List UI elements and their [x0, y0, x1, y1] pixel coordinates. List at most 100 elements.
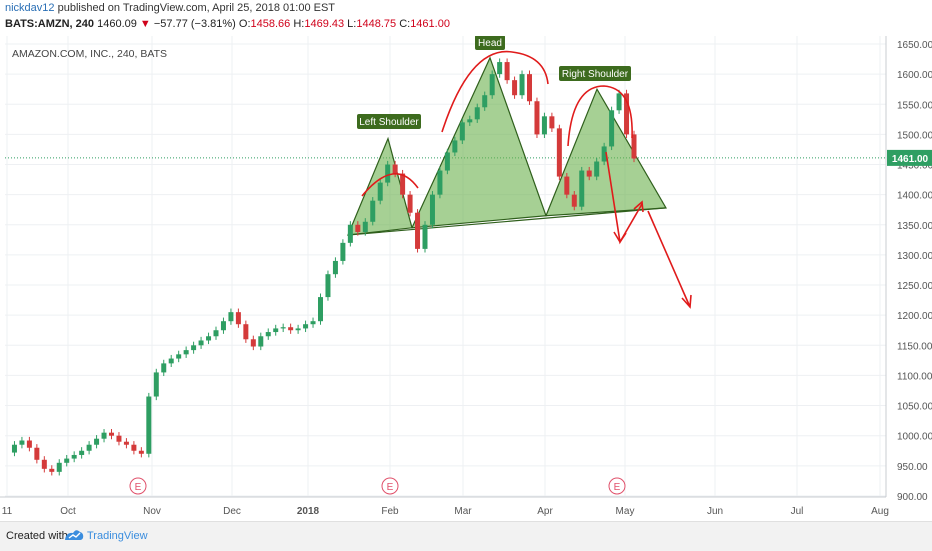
x-tick-label: May [616, 506, 635, 517]
candle [415, 212, 421, 249]
candle [400, 173, 406, 195]
candle [571, 194, 577, 207]
candle [220, 321, 226, 331]
candle [243, 324, 249, 340]
y-tick-label: 900.00 [897, 492, 928, 503]
x-tick-label: Mar [454, 506, 472, 517]
x-tick-label: Dec [223, 506, 241, 517]
arrowhead-down [613, 231, 627, 244]
open-label: O: [238, 18, 251, 30]
pattern-label: Right Shoulder [562, 69, 629, 80]
x-tick-label: Oct [60, 506, 76, 517]
last-price: 1460.09 [97, 18, 137, 30]
candle [340, 242, 346, 261]
candle [459, 122, 465, 141]
candle [549, 116, 555, 129]
publish-text: published on TradingView.com, April 25, … [54, 2, 336, 14]
symbol-info-bar: BATS:AMZN, 240 1460.09 ▼ −57.77 (−3.81%)… [5, 18, 450, 30]
candle [370, 200, 376, 222]
candle [579, 170, 585, 207]
neckline [347, 207, 667, 236]
candle [26, 440, 32, 448]
candle [235, 312, 241, 325]
candle [11, 444, 17, 453]
candle [541, 116, 547, 135]
candle [56, 462, 62, 472]
candle [228, 312, 234, 322]
low-label: L: [347, 18, 357, 30]
y-tick-label: 1250.00 [897, 281, 932, 292]
open-value: 1458.66 [250, 18, 291, 30]
candle [347, 224, 353, 243]
high-value: 1469.43 [304, 18, 345, 30]
candles [11, 58, 637, 476]
axes: 900.00 950.00 1000.00 1050.00 1100.00 1150.00… [0, 36, 932, 517]
candle [191, 345, 197, 351]
candle [295, 328, 301, 331]
candle [519, 74, 525, 96]
candle [407, 194, 413, 213]
arrowhead-up [633, 200, 644, 213]
footer: Created with TradingView [0, 521, 932, 551]
x-tick-label: Feb [381, 506, 399, 517]
candle [392, 164, 398, 174]
close-value: 1461.00 [410, 18, 450, 30]
x-tick-label: Nov [143, 506, 161, 517]
current-price-badge [887, 149, 932, 166]
x-tick-label: Aug [871, 506, 889, 517]
candle [303, 324, 309, 329]
candle [109, 432, 114, 436]
head-arc [441, 50, 549, 133]
earnings-marker [381, 477, 399, 495]
earnings-marker [129, 477, 147, 495]
candle [41, 459, 47, 469]
candle [534, 101, 540, 135]
left-shoulder-arc [361, 172, 419, 197]
x-tick-label: Jul [791, 506, 804, 517]
candle [138, 450, 144, 454]
candle [161, 363, 167, 373]
candle [288, 327, 294, 331]
close-label: C: [399, 18, 411, 30]
y-tick-label: 1000.00 [897, 432, 932, 443]
candle [362, 221, 368, 233]
low-value: 1448.75 [356, 18, 397, 30]
publish-info: nickdav12 published on TradingView.com, … [5, 2, 335, 14]
pattern-label: Left Shoulder [359, 117, 419, 128]
annotations: Left Shoulder Head Right Shoulder [357, 36, 692, 309]
y-tick-label: 1050.00 [897, 402, 932, 413]
y-tick-label: 1550.00 [897, 100, 932, 111]
candle [273, 328, 279, 333]
candle [624, 93, 630, 135]
head-and-shoulders-pattern [347, 56, 668, 236]
down-arrow-icon: ▼ [139, 18, 151, 30]
y-tick-label: 1650.00 [897, 40, 932, 51]
candle [71, 454, 77, 459]
y-tick-label: 1400.00 [897, 191, 932, 202]
candle [153, 372, 159, 397]
candle [146, 396, 152, 454]
candle [564, 176, 570, 195]
candle [594, 161, 600, 177]
grid [5, 36, 886, 497]
earnings-marker-label: E [387, 482, 394, 493]
earnings-marker [608, 477, 626, 495]
tradingview-brand[interactable]: TradingView [87, 530, 148, 542]
candle [429, 194, 435, 225]
candle [176, 354, 182, 359]
pattern-label-bg [559, 66, 631, 81]
candle [609, 110, 615, 147]
candle [527, 74, 532, 102]
candle [631, 134, 637, 159]
candle [86, 444, 92, 451]
target-arrow [647, 210, 691, 308]
candle [422, 224, 428, 249]
created-with-text: Created with [6, 530, 68, 542]
candle [94, 438, 100, 445]
author-link[interactable]: nickdav12 [5, 2, 55, 14]
candle [310, 321, 316, 325]
x-tick-label: Jun [707, 506, 723, 517]
candle [504, 62, 510, 81]
price-chart[interactable]: Left Shoulder Head Right Shoulder 900.00 95… [0, 36, 932, 521]
y-tick-label: 1200.00 [897, 311, 932, 322]
